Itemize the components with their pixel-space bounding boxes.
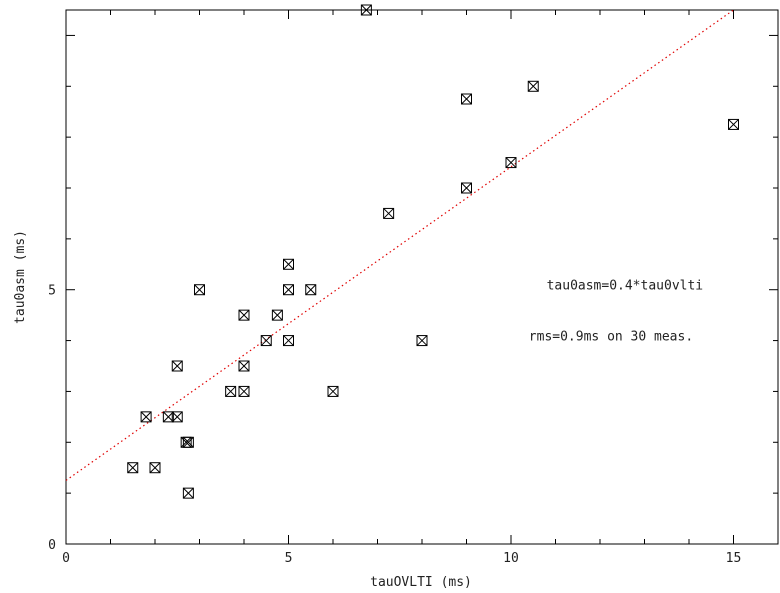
data-point <box>194 284 205 296</box>
fit-line-group <box>65 9 734 481</box>
y-axis-title: tau0asm (ms) <box>13 230 28 324</box>
data-point <box>416 335 428 347</box>
data-point <box>260 335 272 347</box>
data-point <box>527 80 539 92</box>
data-point <box>149 462 161 474</box>
axis-ticks: 0 5 10 15 0 5 <box>48 10 779 566</box>
data-point <box>283 258 294 270</box>
data-point <box>383 207 395 219</box>
x-tick-label: 15 <box>726 551 742 566</box>
annotation-text: rms=0.9ms on 30 meas. <box>529 330 693 345</box>
data-point <box>461 182 472 194</box>
annotations-group: tau0asm=0.4*tau0vlti rms=0.9ms on 30 meas… <box>529 279 703 345</box>
plot-frame <box>65 9 779 545</box>
data-point <box>238 309 250 321</box>
x-axis-title: tauOVLTI (ms) <box>370 575 472 590</box>
data-point <box>238 385 250 397</box>
data-point <box>305 284 317 296</box>
data-point <box>728 118 739 130</box>
data-point <box>180 436 192 448</box>
data-point <box>360 4 372 16</box>
points-group <box>127 4 739 499</box>
fit-line <box>65 9 734 481</box>
data-point <box>327 385 339 397</box>
annotation-text: tau0asm=0.4*tau0vlti <box>547 279 704 294</box>
y-tick-label: 5 <box>48 284 56 299</box>
data-point <box>271 309 283 321</box>
data-point <box>283 284 294 296</box>
data-point <box>505 157 517 169</box>
data-point <box>182 436 194 448</box>
data-point <box>238 360 250 372</box>
data-point <box>171 411 183 423</box>
data-point <box>162 411 174 423</box>
data-point <box>182 487 194 499</box>
data-point <box>225 385 237 397</box>
data-point <box>283 335 294 347</box>
data-point <box>171 360 183 372</box>
data-point <box>461 93 472 105</box>
y-tick-label: 0 <box>48 538 56 553</box>
data-point <box>140 411 152 423</box>
x-tick-label: 0 <box>62 551 70 566</box>
data-point <box>127 462 139 474</box>
x-tick-label: 5 <box>285 551 293 566</box>
x-tick-label: 10 <box>503 551 519 566</box>
